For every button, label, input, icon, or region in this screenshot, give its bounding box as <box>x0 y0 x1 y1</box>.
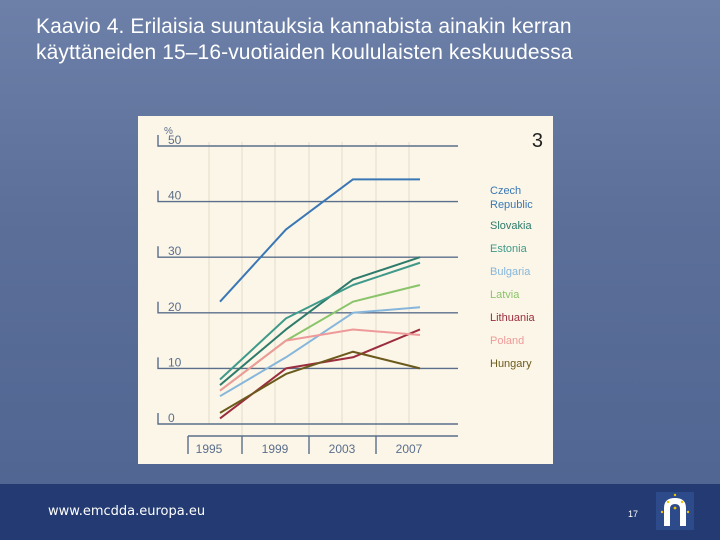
y-tick-bracket <box>157 413 188 425</box>
chart-number: 3 <box>532 130 543 152</box>
series-line <box>219 328 421 420</box>
slide-title: Kaavio 4. Erilaisia suuntauksia kannabis… <box>36 15 573 64</box>
x-axis-ticks: 1995 1999 2003 2007 <box>187 435 458 456</box>
y-tick-label: 10 <box>168 355 182 369</box>
x-tick-label: 1995 <box>196 442 223 456</box>
series-line <box>219 328 421 392</box>
emcdda-logo-icon <box>656 492 694 530</box>
footer-bar: www.emcdda.europa.eu 17 <box>0 484 720 540</box>
x-tick-label: 2003 <box>329 442 356 456</box>
series-lines <box>219 178 421 420</box>
x-tick-label: 2007 <box>396 442 423 456</box>
y-tick-label: 30 <box>168 244 182 258</box>
legend-entry: Bulgaria <box>490 266 531 278</box>
y-axis-ticks: 0 10 20 30 40 50 <box>157 133 188 425</box>
legend-entry: Lithuania <box>490 312 536 324</box>
y-tick-bracket <box>157 246 188 258</box>
legend-entry: Hungary <box>490 358 532 370</box>
series-line <box>219 178 420 303</box>
x-tick-label: 1999 <box>262 442 289 456</box>
y-axis-label: % <box>164 126 173 137</box>
y-tick-label: 40 <box>168 189 182 203</box>
series-line <box>219 256 421 386</box>
line-chart: 0 10 20 30 40 50 1995 1999 2003 2007 Czech Republ… <box>157 126 543 456</box>
legend-entry: Czech Republic <box>490 185 533 211</box>
chart-grid <box>188 142 458 451</box>
y-tick-bracket <box>157 190 188 203</box>
chart-legend: Czech Republic Slovakia Estonia Bulgaria Latv… <box>490 185 536 370</box>
y-tick-bracket <box>157 135 188 147</box>
legend-entry: Latvia <box>490 289 520 301</box>
legend-entry: Poland <box>490 335 524 347</box>
y-tick-bracket <box>157 301 188 314</box>
footer-url[interactable]: www.emcdda.europa.eu <box>48 504 206 519</box>
legend-entry: Estonia <box>490 243 528 255</box>
y-tick-bracket <box>157 357 188 370</box>
legend-entry: Slovakia <box>490 220 532 232</box>
series-line <box>219 261 421 381</box>
y-tick-label: 0 <box>168 411 175 425</box>
y-tick-label: 50 <box>168 133 182 147</box>
y-tick-label: 20 <box>168 300 182 314</box>
page-number: 17 <box>628 509 639 519</box>
chart-panel: 0 10 20 30 40 50 1995 1999 2003 2007 Czech Republ… <box>138 116 553 464</box>
series-line <box>219 350 421 414</box>
